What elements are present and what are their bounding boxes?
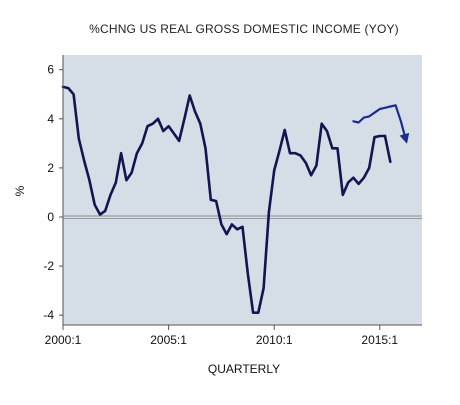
series-line-0 — [61, 85, 387, 315]
series-line-1 — [383, 134, 392, 164]
x-tick-label: 2000:1 — [45, 333, 82, 347]
x-tick-label: 2010:1 — [256, 333, 293, 347]
zero-line-group — [63, 215, 422, 219]
x-tick-label: 2005:1 — [150, 333, 187, 347]
chart-title: %CHNG US REAL GROSS DOMESTIC INCOME (YOY… — [89, 22, 399, 36]
y-axis-label: % — [13, 185, 27, 196]
y-tick-label: -4 — [43, 308, 54, 322]
plot-background — [63, 55, 422, 325]
axes-group: 6 4 2 0 -2 -4 2000:1 2005:1 2010:1 2015:1 — [43, 55, 422, 347]
y-tick-label: 2 — [47, 161, 54, 175]
series-line-projection — [352, 104, 410, 144]
y-tick-label: 0 — [47, 210, 54, 224]
series-group — [61, 85, 410, 315]
x-axis-label: QUARTERLY — [208, 362, 280, 376]
plot-area — [63, 55, 422, 325]
y-tick-label: 4 — [47, 112, 54, 126]
y-tick-label: -2 — [43, 259, 54, 273]
y-tick-label: 6 — [47, 63, 54, 77]
x-tick-label: 2015:1 — [361, 333, 398, 347]
